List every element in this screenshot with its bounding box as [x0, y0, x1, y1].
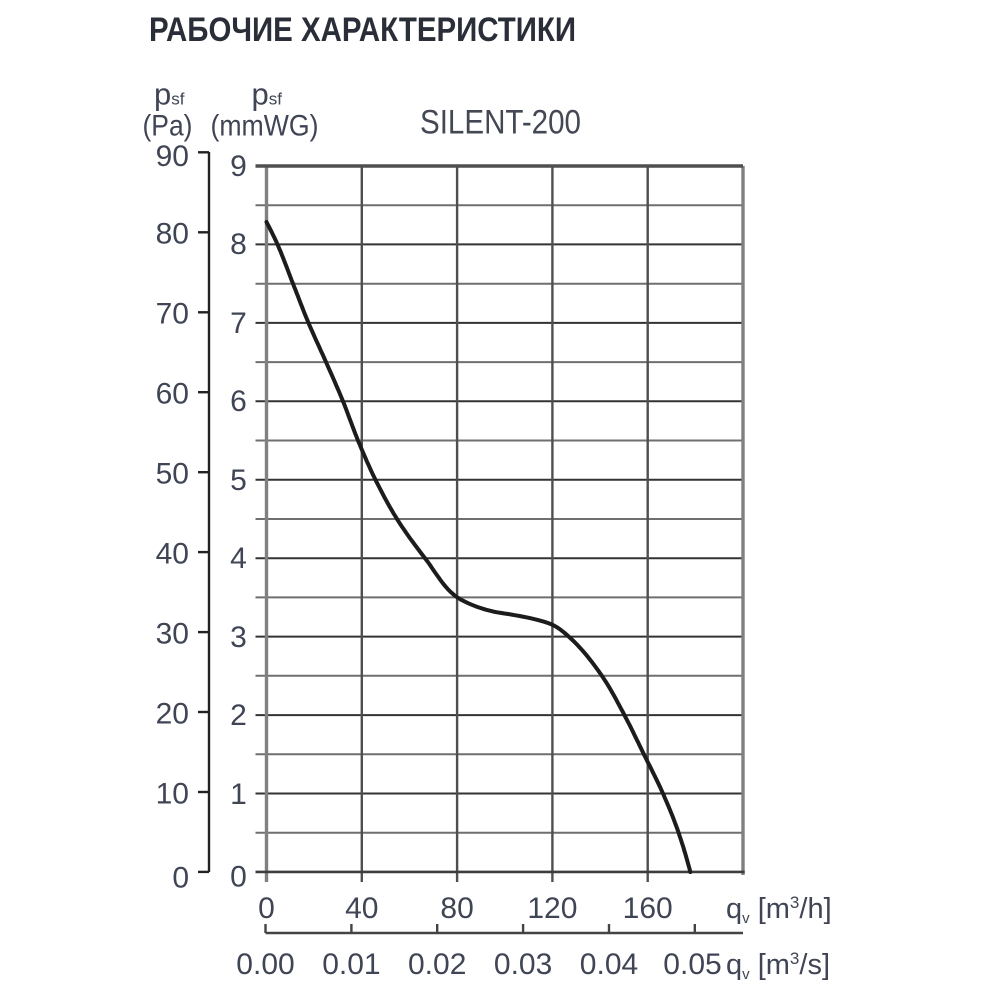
svg-text:qv [m3/h]: qv [m3/h]	[726, 893, 832, 927]
svg-text:(mmWG): (mmWG)	[211, 110, 319, 143]
svg-text:qv [m3/s]: qv [m3/s]	[726, 949, 830, 983]
svg-text:0: 0	[258, 892, 275, 925]
svg-text:4: 4	[230, 542, 247, 575]
svg-text:0: 0	[230, 861, 247, 894]
svg-text:30: 30	[156, 618, 189, 651]
svg-text:6: 6	[230, 385, 247, 418]
svg-text:(Pa): (Pa)	[143, 110, 193, 143]
svg-text:5: 5	[230, 464, 247, 497]
svg-text:0: 0	[172, 862, 189, 895]
svg-text:SILENT-200: SILENT-200	[420, 104, 581, 142]
svg-text:0.05: 0.05	[663, 948, 721, 981]
svg-text:10: 10	[156, 778, 189, 811]
svg-text:1: 1	[230, 778, 247, 811]
svg-text:0.03: 0.03	[494, 948, 552, 981]
svg-text:60: 60	[156, 378, 189, 411]
svg-text:psf: psf	[154, 77, 185, 112]
svg-text:20: 20	[156, 698, 189, 731]
svg-text:80: 80	[156, 218, 189, 251]
svg-text:7: 7	[230, 307, 247, 340]
svg-text:120: 120	[527, 892, 577, 925]
svg-text:0.02: 0.02	[408, 948, 466, 981]
svg-text:3: 3	[230, 621, 247, 654]
svg-text:8: 8	[230, 228, 247, 261]
svg-text:psf: psf	[252, 77, 283, 112]
svg-text:0.04: 0.04	[580, 948, 638, 981]
svg-text:70: 70	[156, 298, 189, 331]
svg-text:80: 80	[440, 892, 473, 925]
svg-text:9: 9	[230, 150, 247, 183]
svg-text:90: 90	[156, 140, 189, 173]
svg-text:160: 160	[623, 892, 673, 925]
svg-text:50: 50	[156, 458, 189, 491]
svg-text:РАБОЧИЕ ХАРАКТЕРИСТИКИ: РАБОЧИЕ ХАРАКТЕРИСТИКИ	[149, 11, 576, 49]
svg-text:40: 40	[156, 538, 189, 571]
svg-text:40: 40	[345, 892, 378, 925]
svg-text:0.00: 0.00	[236, 948, 294, 981]
svg-text:2: 2	[230, 699, 247, 732]
svg-text:0.01: 0.01	[322, 948, 380, 981]
